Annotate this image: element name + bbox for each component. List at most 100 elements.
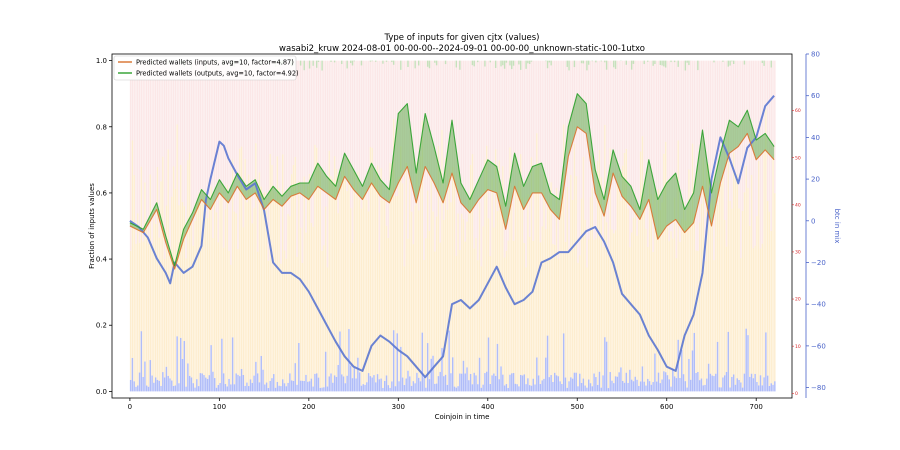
band-green <box>509 60 511 66</box>
band-orange <box>380 168 382 379</box>
band-blue <box>188 375 191 392</box>
band-pink <box>546 60 549 208</box>
band-blue <box>435 383 438 392</box>
band-orange <box>552 244 554 382</box>
band-orange <box>321 250 323 388</box>
band-orange <box>507 240 509 388</box>
band-blue <box>480 387 483 392</box>
band-pink <box>609 60 611 149</box>
band-pink <box>373 60 375 183</box>
band-orange <box>484 159 486 374</box>
band-pink <box>328 60 330 151</box>
band-orange <box>410 211 413 386</box>
band-orange <box>729 200 731 388</box>
band-orange <box>407 238 409 371</box>
band-orange <box>593 239 595 374</box>
band-blue <box>367 373 370 392</box>
band-green <box>527 60 529 64</box>
band-blue <box>613 383 615 392</box>
band-orange <box>255 143 257 362</box>
band-orange <box>426 190 429 344</box>
band-orange <box>292 164 295 381</box>
band-orange <box>305 232 307 375</box>
band-orange <box>500 202 502 367</box>
band-blue <box>625 372 628 392</box>
band-orange <box>496 211 499 344</box>
band-blue <box>208 375 211 392</box>
band-blue <box>400 346 402 392</box>
band-orange <box>487 218 490 338</box>
band-green <box>568 60 570 71</box>
band-pink <box>554 60 556 245</box>
band-blue <box>611 380 613 392</box>
band-pink <box>294 60 296 158</box>
band-blue <box>391 381 393 392</box>
band-pink <box>695 60 697 251</box>
band-orange <box>666 227 669 376</box>
band-orange <box>384 201 386 381</box>
band-pink <box>700 60 703 204</box>
band-orange <box>418 210 420 378</box>
band-blue <box>280 386 282 392</box>
band-blue <box>668 379 670 392</box>
band-pink <box>768 60 771 212</box>
band-pink <box>231 60 234 160</box>
band-blue <box>151 375 153 392</box>
band-green <box>647 60 649 62</box>
band-blue <box>328 376 330 392</box>
band-green <box>494 60 497 68</box>
band-pink <box>392 60 395 119</box>
band-orange <box>695 250 697 373</box>
band-blue <box>276 381 279 392</box>
band-blue <box>754 373 756 392</box>
band-orange <box>464 241 466 374</box>
band-blue <box>131 357 134 392</box>
band-blue <box>468 380 470 392</box>
band-blue <box>702 385 704 392</box>
band-pink <box>766 60 769 201</box>
band-blue <box>618 372 620 392</box>
band-orange <box>358 198 361 373</box>
band-blue <box>605 341 608 392</box>
band-pink <box>718 60 721 177</box>
band-blue <box>448 330 450 392</box>
band-orange <box>262 193 264 370</box>
band-blue <box>509 374 511 392</box>
band-orange <box>512 240 515 374</box>
band-orange <box>629 247 631 370</box>
band-pink <box>185 60 187 259</box>
band-pink <box>358 60 361 199</box>
band-pink <box>289 60 291 217</box>
band-pink <box>691 60 694 144</box>
band-orange <box>724 219 726 376</box>
band-green <box>353 60 356 62</box>
band-pink <box>645 60 647 229</box>
band-blue <box>210 345 212 392</box>
band-blue <box>600 387 602 392</box>
band-blue <box>672 368 674 392</box>
band-orange <box>620 200 622 368</box>
band-pink <box>203 60 205 197</box>
band-green <box>586 60 588 71</box>
band-pink <box>239 60 241 149</box>
band-green <box>500 60 502 67</box>
band-pink <box>342 60 345 167</box>
band-blue <box>761 385 764 392</box>
band-pink <box>688 60 690 170</box>
y-axis-label: Fraction of inputs values <box>88 183 96 269</box>
band-orange <box>371 147 373 378</box>
band-green <box>605 60 608 70</box>
band-pink <box>176 60 178 125</box>
band-blue <box>196 379 198 392</box>
band-blue <box>380 378 382 392</box>
band-orange <box>307 185 309 382</box>
band-orange <box>579 255 581 374</box>
band-pink <box>280 60 282 264</box>
band-pink <box>224 60 227 210</box>
band-green <box>385 60 388 62</box>
band-orange <box>736 174 738 379</box>
band-pink <box>494 60 497 150</box>
band-green <box>664 60 667 68</box>
band-green <box>659 60 662 65</box>
band-pink <box>196 60 198 203</box>
